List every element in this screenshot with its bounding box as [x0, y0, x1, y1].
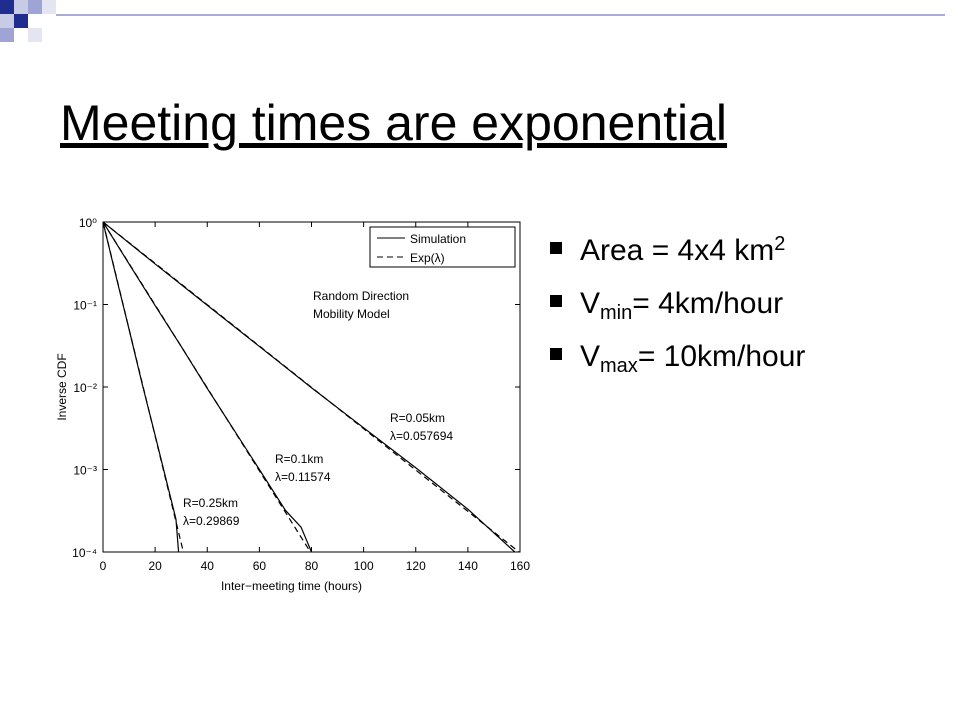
series-line: [103, 222, 312, 552]
series-line: [103, 222, 180, 552]
bullet-marker: [550, 295, 562, 307]
annotation: λ=0.057694: [390, 429, 453, 443]
plot-lines: [103, 222, 520, 552]
x-tick-label: 0: [100, 559, 107, 573]
annotation: λ=0.11574: [275, 470, 331, 484]
x-tick-label: 160: [510, 559, 530, 573]
chart: 0 20 40 60 80 100 120 140 160 10⁰ 10⁻¹ 10⁻² 10⁻³ 10⁻⁴…: [55, 216, 530, 593]
y-tick-label: 10⁻²: [73, 381, 97, 395]
series-line: [103, 222, 520, 552]
bullet-sup: 2: [774, 233, 785, 255]
legend-box: [369, 226, 516, 268]
y-tick-label: 10⁻⁴: [72, 546, 97, 560]
legend-label: Exp(λ): [410, 251, 445, 265]
bullet-marker: [550, 348, 562, 360]
y-tick-label: 10⁰: [79, 216, 97, 230]
series-line: [103, 222, 516, 552]
slide-title: Meeting times are exponential: [60, 95, 727, 151]
annotation: R=0.25km: [183, 496, 238, 510]
legend-label: Simulation: [410, 232, 466, 246]
y-tick-label: 10⁻¹: [73, 299, 97, 313]
bullet-marker: [550, 242, 562, 254]
bullet-normal: V: [580, 287, 600, 320]
x-tick-label: 40: [201, 559, 215, 573]
bullet-text: Vmax= 10km/hour: [580, 340, 805, 377]
corner-decoration: [0, 0, 945, 42]
annotation: R=0.1km: [275, 452, 323, 466]
x-tick-label: 140: [458, 559, 478, 573]
bullet-sub: min: [600, 302, 632, 324]
x-tick-label: 100: [354, 559, 374, 573]
bullet-text: Vmin= 4km/hour: [580, 287, 783, 324]
annotation: R=0.05km: [390, 411, 445, 425]
y-axis-label: Inverse CDF: [55, 353, 69, 420]
x-tick-label: 60: [253, 559, 267, 573]
series-line: [103, 222, 184, 552]
annotation: Mobility Model: [313, 307, 390, 321]
bullet-normal: = 4km/hour: [632, 287, 783, 320]
bullet-normal: V: [580, 340, 600, 373]
x-tick-label: 20: [148, 559, 162, 573]
legend: Simulation Exp(λ): [369, 226, 516, 268]
bullet-normal: = 10km/hour: [638, 340, 806, 373]
annotation: Random Direction: [313, 289, 409, 303]
bullet-text: Area = 4x4 km2: [580, 233, 785, 267]
x-axis-label: Inter−meeting time (hours): [221, 579, 362, 593]
annotation: λ=0.29869: [183, 514, 240, 528]
x-tick-label: 80: [305, 559, 319, 573]
y-tick-label: 10⁻³: [73, 464, 97, 478]
bullet-normal: Area = 4x4 km: [580, 234, 774, 267]
x-tick-label: 120: [406, 559, 426, 573]
bullet-sub: max: [600, 355, 638, 377]
